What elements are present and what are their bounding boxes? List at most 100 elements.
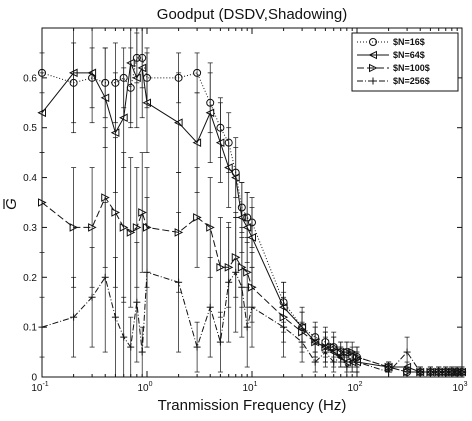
marker-triangle-left (368, 50, 377, 60)
data-point (435, 368, 443, 376)
data-point (206, 223, 215, 232)
legend-label: $N=100$ (393, 63, 430, 73)
marker-triangle-left (142, 98, 151, 108)
marker-triangle-right (342, 347, 352, 357)
x-tick-label: 102 (347, 381, 362, 394)
data-point (68, 68, 78, 78)
data-point (175, 278, 183, 286)
legend: $N=16$ $N=64$ $N=100$ $N=256$ (351, 32, 459, 92)
legend-marker (369, 77, 377, 85)
data-point (280, 323, 288, 331)
y-tick-label: 0.4 (23, 173, 37, 184)
data-point (342, 347, 352, 357)
marker-triangle-left (87, 68, 97, 78)
marker-circle (193, 68, 202, 77)
data-point (225, 278, 233, 286)
data-point (248, 303, 256, 311)
chart-title: Goodput (DSDV,Shadowing) (157, 6, 347, 23)
marker-triangle-right (206, 223, 215, 232)
marker-triangle-left (231, 173, 240, 182)
marker-triangle-right (311, 337, 320, 347)
legend-entry: $N=100$ (357, 63, 430, 73)
marker-triangle-right (243, 267, 252, 277)
error-bar (194, 52, 200, 94)
series-4 (38, 197, 466, 378)
data-point (442, 368, 450, 376)
data-point (330, 358, 338, 366)
data-point (126, 58, 135, 68)
legend-label: $N=256$ (393, 76, 430, 86)
data-point (88, 293, 96, 301)
x-tick-label: 10-1 (31, 381, 48, 394)
marker-triangle-left (100, 93, 110, 103)
marker-triangle-right (329, 342, 339, 352)
data-point (88, 223, 97, 232)
data-point (426, 368, 434, 376)
legend-marker (369, 63, 378, 73)
data-point (243, 267, 252, 277)
data-point (232, 268, 240, 276)
legend-entry: $N=64$ (357, 50, 425, 60)
data-point (329, 342, 339, 352)
marker-triangle-left (137, 63, 147, 73)
data-point (403, 367, 412, 377)
data-point (192, 138, 202, 147)
marker-triangle-right (132, 223, 142, 232)
data-point (311, 358, 319, 366)
marker-triangle-right (88, 223, 97, 232)
marker-triangle-left (37, 108, 46, 118)
x-tick-label: 101 (242, 381, 257, 394)
marker-triangle-left (119, 113, 128, 123)
data-point (238, 283, 246, 291)
data-point (206, 303, 214, 311)
data-point (193, 343, 201, 351)
data-point (100, 93, 110, 103)
marker-triangle-right (119, 223, 129, 232)
marker-triangle-right (193, 213, 202, 222)
marker-triangle-left (242, 223, 252, 232)
data-point (69, 223, 79, 232)
data-point (126, 228, 136, 237)
data-point (337, 353, 345, 361)
legend-label: $N=64$ (393, 50, 425, 60)
marker-triangle-left (224, 163, 233, 172)
data-point (215, 138, 225, 147)
marker-triangle-left (237, 213, 246, 222)
y-axis-title: G (3, 198, 20, 210)
data-point (38, 198, 47, 207)
marker-triangle-left (205, 108, 215, 118)
data-point (119, 113, 128, 123)
marker-triangle-left (68, 68, 78, 78)
data-point (458, 368, 466, 376)
data-point (231, 173, 240, 182)
marker-triangle-left (173, 118, 183, 128)
x-axis-title: Tranmission Frequency (Hz) (158, 397, 347, 414)
data-point (343, 363, 351, 371)
data-point (101, 193, 110, 202)
legend-entry: $N=16$ (357, 37, 425, 47)
data-point (137, 63, 147, 73)
data-point (110, 128, 120, 138)
data-point (70, 313, 78, 321)
data-point (173, 118, 183, 128)
error-bar (217, 217, 223, 318)
y-tick-label: 0.6 (23, 73, 37, 84)
data-point (101, 273, 109, 281)
data-point (38, 323, 46, 331)
data-point (119, 223, 129, 232)
data-point (243, 323, 251, 331)
data-point (132, 223, 142, 232)
marker-triangle-right (126, 228, 136, 237)
error-bar (128, 27, 134, 124)
marker-triangle-left (247, 233, 256, 242)
marker-triangle-right (38, 198, 47, 207)
data-point (127, 343, 135, 351)
data-point (37, 108, 46, 118)
data-point (120, 333, 128, 341)
data-point (142, 98, 151, 108)
marker-circle (369, 38, 377, 46)
data-point (193, 213, 202, 222)
data-point (242, 223, 252, 232)
